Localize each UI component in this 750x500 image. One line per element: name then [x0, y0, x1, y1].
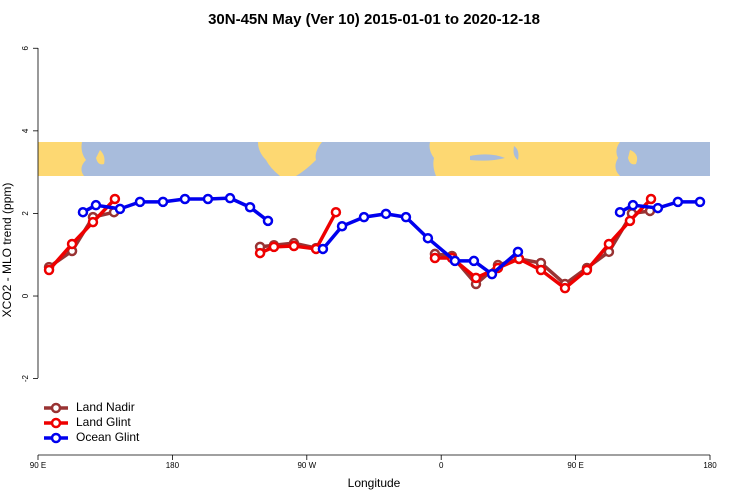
data-point	[400, 211, 412, 223]
data-point	[202, 193, 214, 205]
data-point	[77, 206, 89, 218]
data-point	[627, 199, 639, 211]
data-point	[652, 202, 664, 214]
data-point	[288, 240, 300, 252]
data-point	[512, 246, 524, 258]
x-tick-label: 180	[703, 461, 717, 470]
data-point	[603, 238, 615, 250]
data-point	[470, 272, 482, 284]
data-point	[535, 264, 547, 276]
legend-label: Land Glint	[76, 415, 131, 429]
data-point	[614, 206, 626, 218]
data-point	[330, 206, 342, 218]
x-tick-label: 90 E	[567, 461, 583, 470]
legend-label: Ocean Glint	[76, 430, 140, 444]
y-tick-label: 2	[21, 211, 30, 216]
data-point	[422, 232, 434, 244]
data-point	[694, 196, 706, 208]
data-point	[358, 211, 370, 223]
data-point	[581, 264, 593, 276]
data-point	[449, 255, 461, 267]
y-tick-label: 0	[21, 293, 30, 298]
data-point	[157, 196, 169, 208]
data-point	[624, 215, 636, 227]
y-axis-label: XCO2 - MLO trend (ppm)	[0, 183, 14, 318]
data-point	[672, 196, 684, 208]
data-point	[486, 268, 498, 280]
series-line	[47, 197, 653, 290]
data-point	[336, 220, 348, 232]
x-axis-label: Longitude	[348, 476, 401, 490]
data-point	[90, 199, 102, 211]
data-point	[114, 203, 126, 215]
x-tick-label: 90 E	[30, 461, 46, 470]
legend-swatch-point	[50, 417, 62, 429]
legend-swatch-point	[50, 432, 62, 444]
data-point	[43, 264, 55, 276]
data-point	[645, 193, 657, 205]
series-line	[82, 196, 700, 276]
y-tick-label: 6	[21, 45, 30, 50]
data-point	[179, 193, 191, 205]
legend-label: Land Nadir	[76, 400, 135, 414]
data-point	[109, 193, 121, 205]
data-point	[262, 215, 274, 227]
data-point	[244, 201, 256, 213]
y-tick-label: -2	[21, 375, 30, 383]
data-point	[66, 238, 78, 250]
data-point	[468, 255, 480, 267]
data-point	[429, 252, 441, 264]
data-point	[559, 282, 571, 294]
data-point	[254, 247, 266, 259]
data-point	[87, 216, 99, 228]
world-map-strip	[38, 142, 710, 176]
data-point	[380, 208, 392, 220]
x-tick-label: 90 W	[297, 461, 316, 470]
data-point	[268, 241, 280, 253]
x-tick-label: 0	[439, 461, 444, 470]
data-point	[224, 192, 236, 204]
chart-title: 30N-45N May (Ver 10) 2015-01-01 to 2020-…	[208, 11, 540, 28]
data-point	[134, 196, 146, 208]
x-tick-label: 180	[166, 461, 180, 470]
y-tick-label: 4	[21, 128, 30, 133]
data-point	[317, 243, 329, 255]
legend-swatch-point	[50, 402, 62, 414]
